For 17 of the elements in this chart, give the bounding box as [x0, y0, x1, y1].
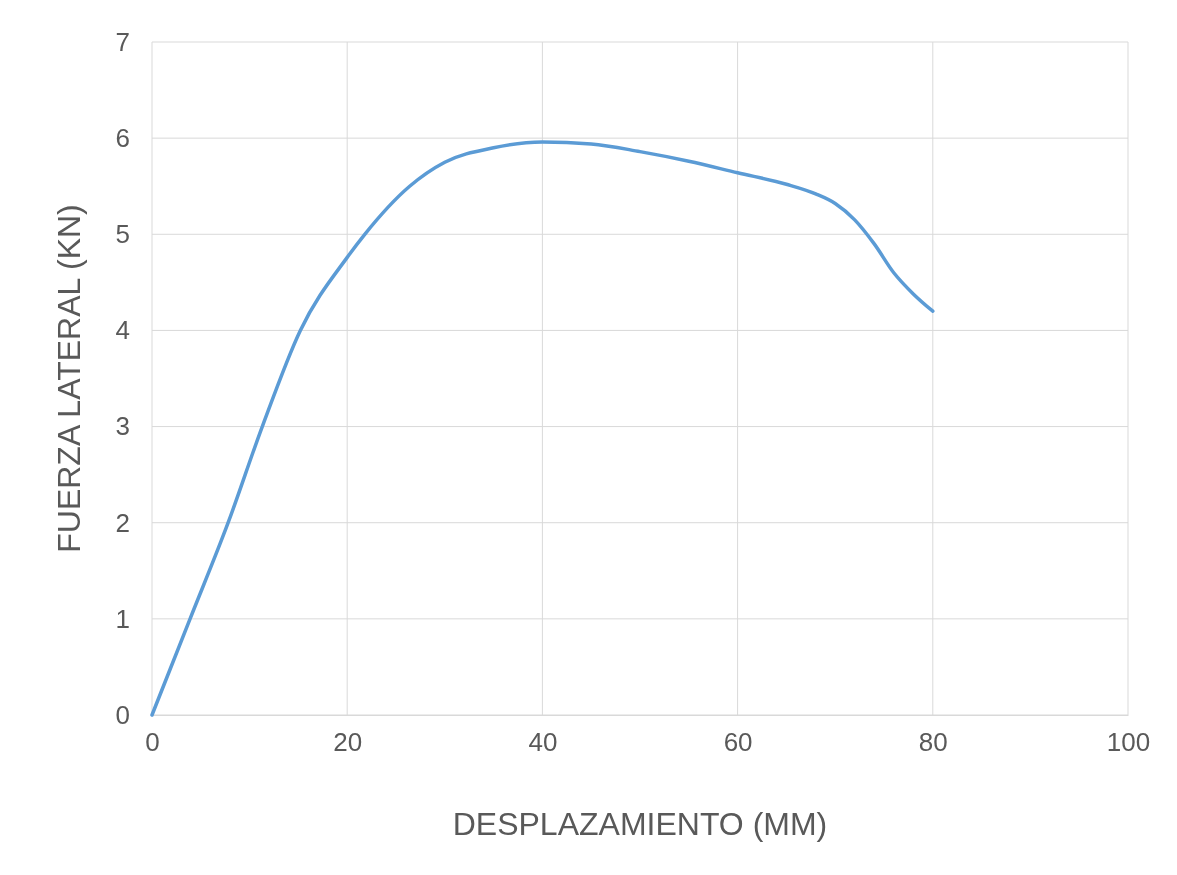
y-tick-label: 0 [115, 699, 130, 730]
y-tick-label: 7 [115, 26, 130, 57]
y-tick-label: 3 [115, 411, 130, 442]
y-tick-label: 2 [115, 507, 130, 538]
x-tick-label: 20 [333, 727, 363, 758]
y-tick-label: 6 [115, 122, 130, 153]
x-tick-label: 40 [528, 727, 558, 758]
y-axis-title: FUERZA LATERAL (KN) [51, 204, 87, 553]
y-tick-label: 5 [115, 219, 130, 250]
x-tick-label: 0 [145, 727, 160, 758]
x-tick-label: 80 [918, 727, 948, 758]
y-tick-label: 4 [115, 315, 130, 346]
x-tick-label: 100 [1106, 727, 1151, 758]
line-series [150, 140, 935, 717]
y-tick-label: 1 [115, 603, 130, 634]
x-tick-label: 60 [723, 727, 753, 758]
x-axis-title: DESPLAZAMIENTO (MM) [452, 806, 828, 842]
